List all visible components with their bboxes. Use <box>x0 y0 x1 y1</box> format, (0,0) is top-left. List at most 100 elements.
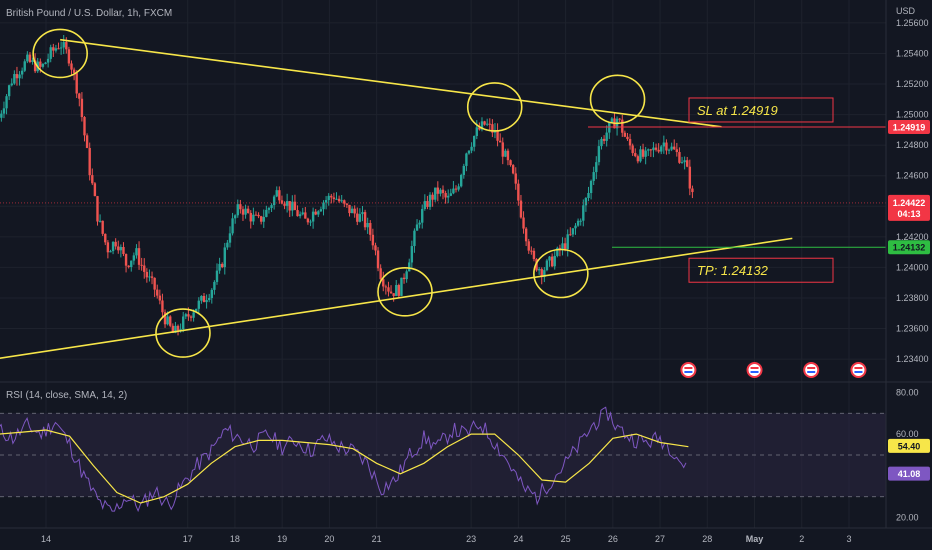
candle-body <box>150 276 154 278</box>
candle-body <box>532 250 536 260</box>
candle-body <box>530 250 533 252</box>
candle-body <box>423 201 427 209</box>
price-tick-label: 1.24600 <box>896 171 929 181</box>
time-tick-label: 21 <box>372 534 382 544</box>
price-tick-label: 1.25000 <box>896 110 929 120</box>
event-markers[interactable] <box>680 362 867 378</box>
highlight-circles <box>32 28 646 358</box>
candle-body <box>228 233 232 243</box>
candle-body <box>33 60 37 72</box>
candle-body <box>623 132 627 137</box>
candle-body <box>174 325 177 333</box>
candle-body <box>374 245 377 251</box>
candle-body <box>600 138 603 147</box>
candle-body <box>72 69 76 73</box>
candle-body <box>509 160 512 166</box>
trendlines[interactable] <box>0 38 793 359</box>
economic-event-flag-icon[interactable] <box>803 362 820 378</box>
candle-body <box>244 208 247 215</box>
time-axis[interactable]: 14 17 18 19 20 21 23 24 25 26 27 28 May 2 3 <box>0 527 932 544</box>
candle-body <box>85 135 89 148</box>
rsi-tick-labels: 80.00 60.00 20.00 <box>896 387 919 522</box>
candle-body <box>117 246 120 251</box>
candle-body <box>330 195 333 198</box>
bar-countdown: 04:13 <box>897 209 920 219</box>
candle-body <box>644 150 647 157</box>
candle-body <box>130 260 133 268</box>
candle-body <box>135 248 138 256</box>
highlight-circle <box>589 74 646 125</box>
candle-body <box>104 233 107 243</box>
trendline-lower[interactable] <box>0 237 793 359</box>
price-axis[interactable]: USD 1.256001.254001.252001.250001.248001… <box>885 0 930 528</box>
candle-body <box>358 214 362 222</box>
candle-body <box>291 201 294 211</box>
flag-stripe <box>807 371 816 373</box>
candle-body <box>132 255 136 261</box>
candle-body <box>166 316 169 325</box>
flag-ring <box>803 362 820 378</box>
candle-body <box>205 300 208 303</box>
candle-body <box>96 196 99 222</box>
candle-body <box>382 279 385 287</box>
candle-body <box>480 121 484 130</box>
economic-event-flag-icon[interactable] <box>850 362 867 378</box>
candle-body <box>444 193 447 198</box>
candle-body <box>304 212 307 219</box>
trendline-upper[interactable] <box>60 38 722 128</box>
candle-body <box>517 183 520 201</box>
candle-body <box>23 61 26 71</box>
candle-body <box>524 228 528 242</box>
candle-body <box>470 146 473 151</box>
candle-body <box>421 208 424 223</box>
candle-body <box>504 150 507 157</box>
candle-body <box>686 160 689 167</box>
candle-body <box>631 145 634 154</box>
candle-body <box>454 188 458 190</box>
rsi-pane[interactable]: RSI (14, close, SMA, 14, 2) <box>0 390 886 513</box>
candle-body <box>605 132 608 141</box>
candle-body <box>184 314 188 317</box>
candle-body <box>428 194 432 207</box>
candle-body <box>626 136 629 140</box>
candle-body <box>267 208 271 210</box>
candle-body <box>392 293 395 296</box>
candle-body <box>478 127 481 130</box>
candle-body <box>678 152 681 163</box>
candle-body <box>109 251 112 253</box>
price-tick-label: 1.23400 <box>896 354 929 364</box>
candle-body <box>582 205 585 221</box>
candle-body <box>5 96 8 109</box>
economic-event-flag-icon[interactable] <box>746 362 763 378</box>
candle-body <box>20 70 24 75</box>
rsi-value-tag-text: 41.08 <box>898 469 921 479</box>
candle-body <box>148 276 151 278</box>
time-tick-label: 20 <box>324 534 334 544</box>
candle-body <box>322 202 325 210</box>
flag-stripe <box>750 371 759 373</box>
economic-event-flag-icon[interactable] <box>680 362 697 378</box>
candle-body <box>28 54 32 63</box>
candle-body <box>275 190 278 197</box>
rsi-grid <box>0 412 886 498</box>
candle-body <box>597 146 601 163</box>
price-tick-label: 1.24800 <box>896 140 929 150</box>
highlight-circle <box>377 267 433 317</box>
candle-body <box>18 74 21 79</box>
candle-body <box>52 47 55 51</box>
candle-body <box>514 173 517 184</box>
candle-body <box>418 222 421 225</box>
candle-body <box>384 286 388 288</box>
symbol-title: British Pound / U.S. Dollar, 1h, FXCM <box>6 8 172 19</box>
candle-body <box>218 263 221 271</box>
candle-body <box>202 295 206 303</box>
candle-body <box>189 316 193 318</box>
candle-body <box>408 262 411 272</box>
candle-body <box>475 127 478 137</box>
candle-body <box>44 62 47 64</box>
flag-stripe <box>684 371 693 373</box>
tp-price-tag-text: 1.24132 <box>893 243 926 253</box>
candle-body <box>285 201 289 206</box>
level-lines[interactable]: SL at 1.24919 TP: 1.24132 <box>0 97 886 283</box>
